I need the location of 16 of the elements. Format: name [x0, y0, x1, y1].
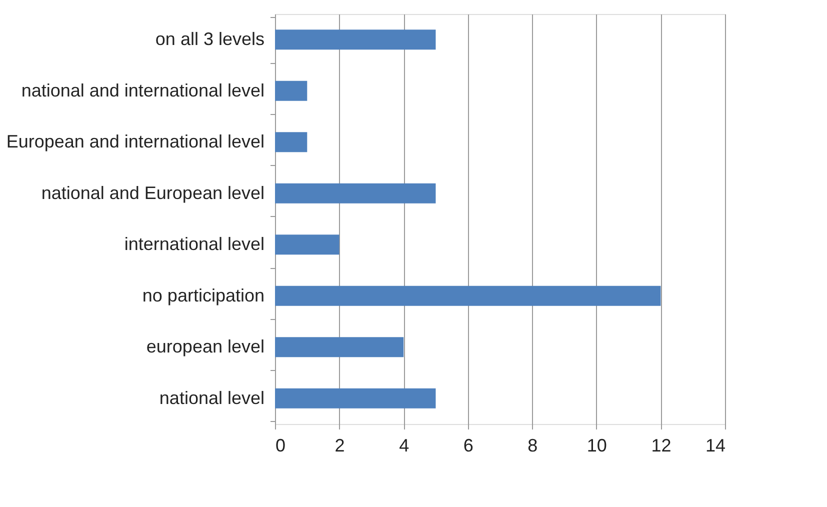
y-tick-label: european level [146, 336, 264, 357]
y-tick-label: national and international level [21, 80, 264, 100]
y-tick-label: national level [159, 388, 264, 408]
y-tick-label: no participation [142, 285, 264, 306]
x-tick-label: 2 [334, 436, 345, 456]
x-tick-label: 8 [528, 436, 538, 456]
y-tick-label: national and European level [41, 182, 264, 203]
y-tick-label: on all 3 levels [155, 29, 264, 50]
x-tick-label: 10 [586, 436, 607, 456]
y-tick-label: European and international level [6, 132, 264, 152]
x-tick-label: 12 [651, 436, 672, 456]
x-tick-label: 6 [463, 436, 474, 456]
x-tick-label: 14 [705, 436, 726, 456]
x-tick-label: 0 [276, 436, 286, 456]
x-tick-label: 4 [399, 436, 410, 456]
y-tick-label: international level [124, 234, 264, 254]
